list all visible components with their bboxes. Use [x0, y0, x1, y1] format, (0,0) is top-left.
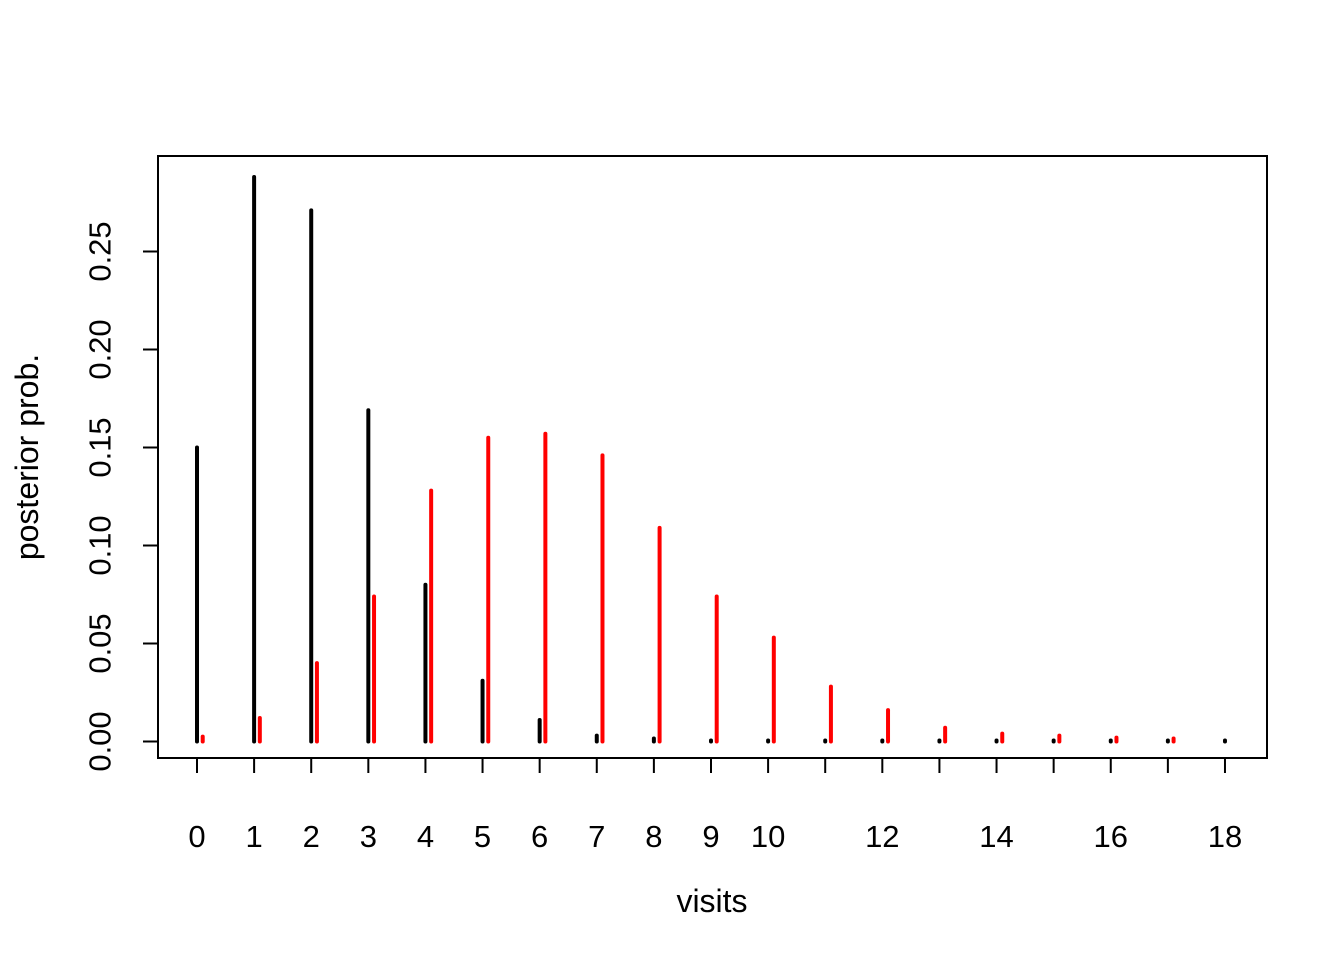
x-tick-label-7: 7 — [588, 819, 605, 854]
x-tick-label-14: 14 — [979, 819, 1013, 854]
x-tick-label-18: 18 — [1208, 819, 1242, 854]
x-tick-label-9: 9 — [702, 819, 719, 854]
y-tick-label-0.05: 0.05 — [83, 613, 118, 673]
y-tick-label-0.25: 0.25 — [83, 221, 118, 281]
y-axis-title: posterior prob. — [9, 354, 45, 560]
x-tick-label-10: 10 — [751, 819, 785, 854]
x-tick-label-4: 4 — [417, 819, 434, 854]
x-tick-label-6: 6 — [531, 819, 548, 854]
plot-box-layer — [157, 155, 1268, 759]
y-tick-label-0.10: 0.10 — [83, 515, 118, 575]
y-tick-label-0.15: 0.15 — [83, 417, 118, 477]
plot-box — [157, 155, 1268, 759]
x-tick-label-0: 0 — [188, 819, 205, 854]
x-tick-label-12: 12 — [865, 819, 899, 854]
axis-ticks-layer — [143, 250, 1226, 773]
x-tick-label-2: 2 — [303, 819, 320, 854]
x-tick-label-8: 8 — [645, 819, 662, 854]
x-tick-label-16: 16 — [1094, 819, 1128, 854]
x-tick-label-1: 1 — [245, 819, 262, 854]
y-tick-label-0.20: 0.20 — [83, 319, 118, 379]
y-tick-label-0.00: 0.00 — [83, 711, 118, 771]
bars-layer — [195, 175, 1227, 744]
x-axis-title: visits — [676, 883, 747, 919]
tick-labels-layer: 0 1 2 3 4 5 6 7 8 9 10 12 14 16 180.000.050.100.150.20… — [83, 221, 1243, 854]
x-tick-label-5: 5 — [474, 819, 491, 854]
x-tick-label-3: 3 — [360, 819, 377, 854]
